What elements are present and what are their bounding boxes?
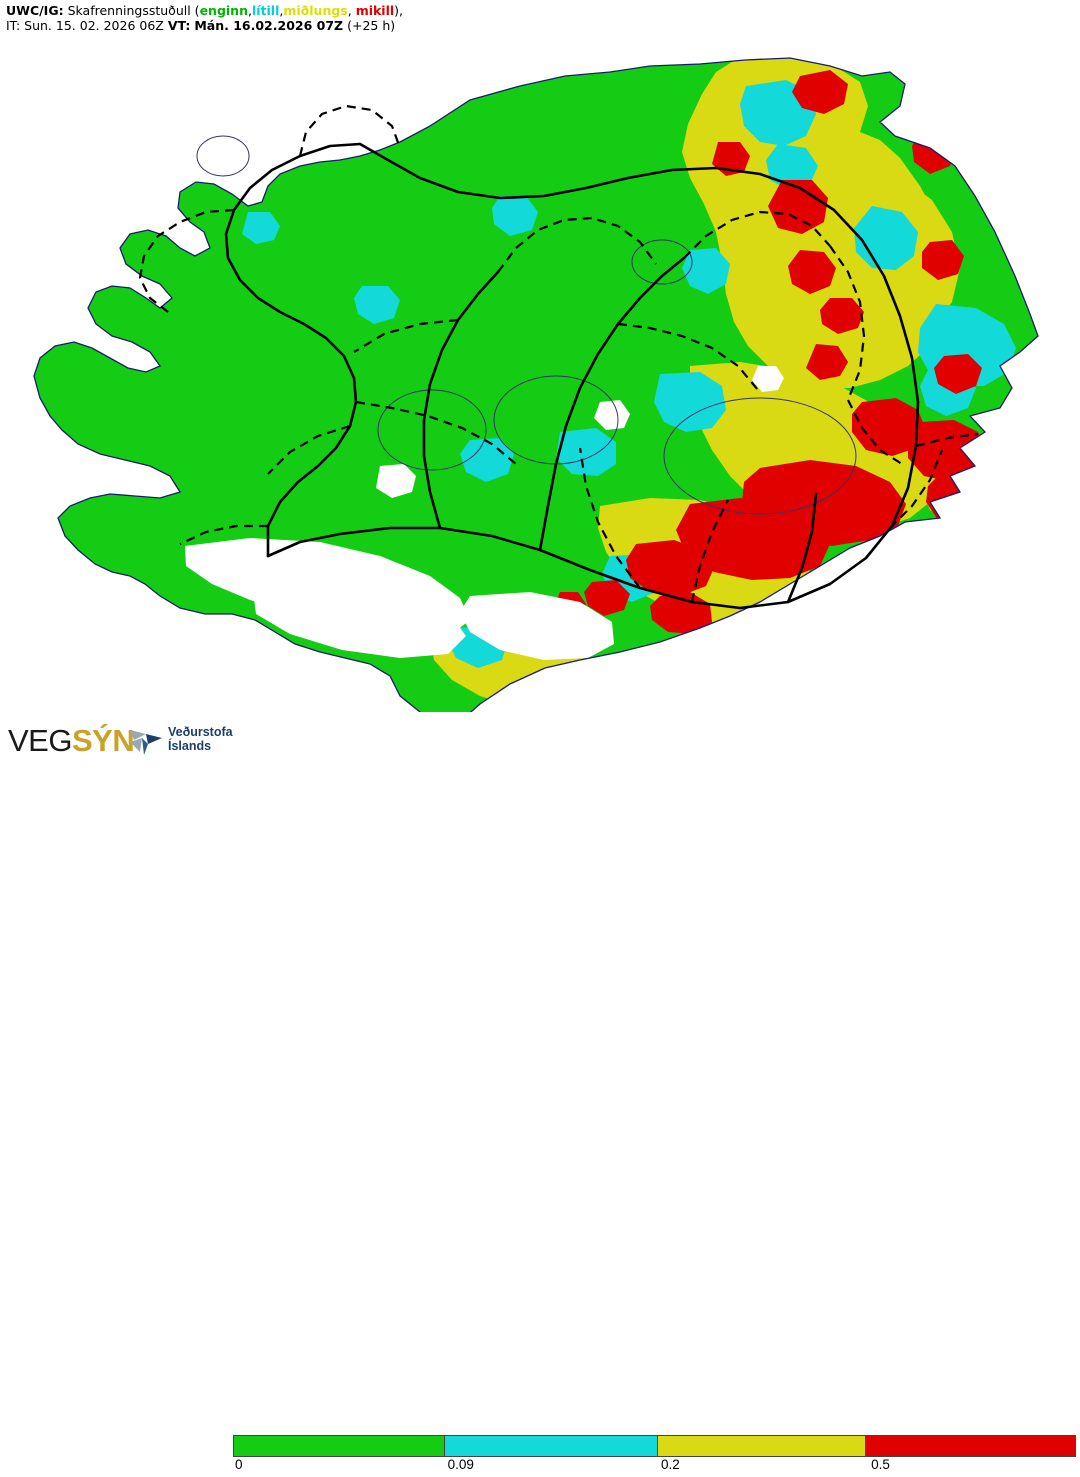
legend-colorbar (233, 1435, 1076, 1457)
product-code: UWC/IG (6, 3, 59, 18)
category-mikill: mikill (355, 3, 395, 18)
coastline (33, 57, 1039, 712)
product-name-text: Skafrenningsstuðull (67, 3, 191, 18)
imo-pinwheel-icon (130, 730, 162, 755)
legend-segment-lítill (445, 1436, 658, 1456)
sep-1: , (247, 3, 252, 18)
legend-segment-mikill (866, 1436, 1075, 1456)
legend-segment-miðlungs (657, 1436, 867, 1456)
brand-syn: SÝN (71, 722, 135, 758)
category-litill: lítill (251, 3, 280, 18)
road-network-secondary (138, 104, 979, 603)
legend-tick-0: 0 (235, 1457, 243, 1472)
valid-time-value: Mán. 16.02.2026 07Z (194, 18, 344, 33)
sep-3: , (347, 3, 356, 18)
imo-line-2: Íslands (168, 739, 212, 753)
lead-time: (+25 h) (347, 18, 396, 33)
map-canvas[interactable] (0, 36, 1080, 712)
issue-time-value: Sun. 15. 02. 2026 06Z (24, 18, 164, 33)
category-enginn: enginn (199, 3, 248, 18)
brand-veg: VEG (8, 722, 72, 758)
category-midlungs: miðlungs (283, 3, 348, 18)
legend-tick-0.2: 0.2 (661, 1457, 680, 1472)
header: UWC/IG: Skafrenningsstuðull (enginn,líti… (0, 0, 1080, 36)
sep-2: , (279, 3, 284, 18)
vegsyn-logo: VEGSÝN (8, 720, 135, 760)
iceland-map[interactable] (0, 36, 1080, 712)
issue-time-label: IT: (6, 18, 21, 33)
imo-line-1: Veðurstofa (168, 725, 233, 739)
legend-tick-0.5: 0.5 (871, 1457, 890, 1472)
legend-paren-close: ), (394, 3, 404, 18)
road-network-primary (224, 142, 920, 610)
footer: VEGSÝN Veðurstofa Íslands 0 0.09 0.2 0.5 (0, 712, 1080, 1472)
map-raster-layer (33, 57, 1039, 712)
valid-time-label: VT: (167, 18, 191, 33)
legend-ticks: 0 0.09 0.2 0.5 (233, 1457, 1080, 1477)
glacier-outlines (196, 135, 857, 515)
legend-paren-open: ( (194, 3, 200, 18)
legend-tick-0.09: 0.09 (447, 1457, 474, 1472)
header-line-product: UWC/IG: Skafrenningsstuðull (enginn,líti… (6, 3, 1080, 18)
header-colon: : (58, 3, 64, 18)
imo-label: Veðurstofa Íslands (168, 725, 233, 753)
legend-segment-enginn (234, 1436, 446, 1456)
header-line-times: IT: Sun. 15. 02. 2026 06Z VT: Mán. 16.02… (6, 18, 1080, 33)
